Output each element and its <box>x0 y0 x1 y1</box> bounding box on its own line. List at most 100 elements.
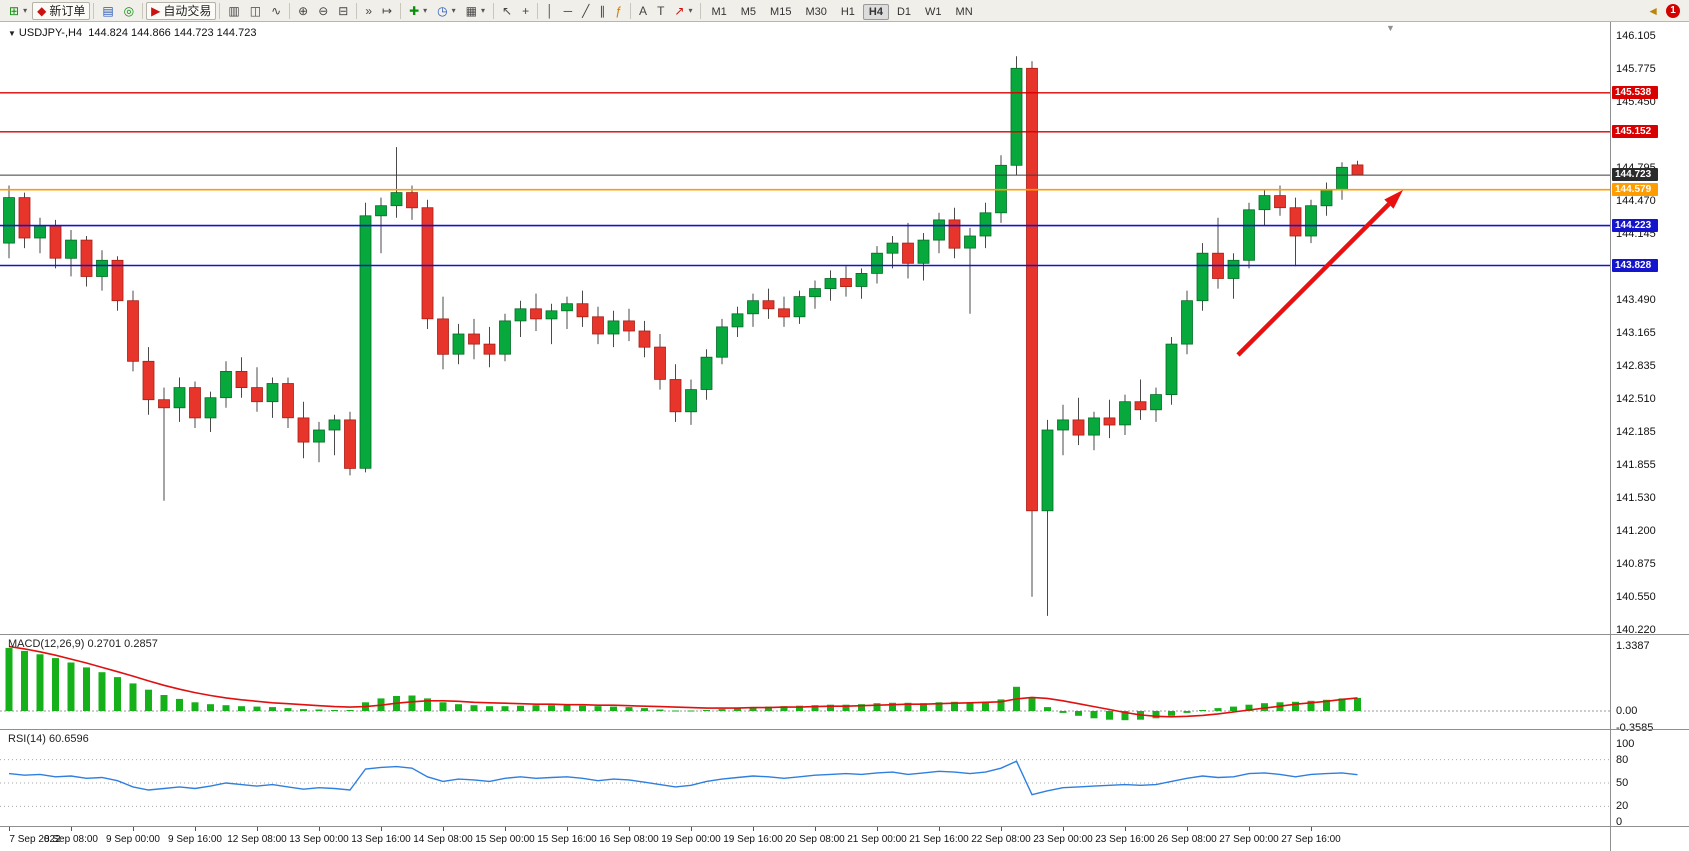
cursor-button[interactable]: ↖ <box>497 3 517 19</box>
periods-button[interactable]: ◷ ▾ <box>432 2 461 20</box>
toolbar-separator <box>400 2 402 19</box>
indicators-button[interactable]: ✚ ▾ <box>404 2 432 20</box>
timeframe-button-M15[interactable]: M15 <box>770 5 792 18</box>
new-chart-button[interactable]: ⊞ ▾ <box>4 2 32 20</box>
time-axis-label: 14 Sep 08:00 <box>413 834 473 845</box>
timeframe-button-W1[interactable]: W1 <box>925 5 942 18</box>
arrows-button[interactable]: ↗ ▾ <box>669 2 697 20</box>
new-chart-icon: ⊞ <box>9 3 20 18</box>
time-axis-label: 8 Sep 08:00 <box>44 834 98 845</box>
candle-body <box>18 197 31 239</box>
timeframe-button-M30[interactable]: M30 <box>805 5 827 18</box>
candlestick-chart-button[interactable]: ◫ <box>245 3 266 19</box>
time-axis-tick <box>1125 827 1126 831</box>
time-axis-tick <box>1249 827 1250 831</box>
macd-histogram-bar <box>579 705 586 711</box>
auto-scroll-button[interactable]: » <box>360 3 377 19</box>
channel-icon: ∥ <box>599 3 606 18</box>
line-chart-button[interactable]: ∿ <box>266 3 286 19</box>
candle-body <box>1196 252 1209 302</box>
timeframe-button-M5[interactable]: M5 <box>740 5 757 18</box>
crosshair-button[interactable]: + <box>517 3 534 19</box>
candle-body <box>886 242 899 254</box>
channel-button[interactable]: ∥ <box>594 3 610 19</box>
alerts-button[interactable]: ◄ 1 <box>1642 2 1685 20</box>
macd-indicator-pane[interactable] <box>0 635 1610 729</box>
tile-windows-button[interactable]: ⊟ <box>333 3 353 19</box>
macd-histogram-bar <box>1307 700 1315 711</box>
candle-body <box>499 320 511 355</box>
timeframe-button-H4[interactable]: H4 <box>862 3 889 20</box>
candle-body <box>1227 259 1240 279</box>
time-axis-label: 27 Sep 16:00 <box>1281 834 1341 845</box>
pane-divider[interactable] <box>0 634 1689 635</box>
bar-chart-button[interactable]: ▥ <box>223 3 244 19</box>
new-order-button[interactable]: ◆ 新订单 <box>32 1 91 20</box>
rsi-indicator-pane[interactable] <box>0 730 1610 826</box>
time-axis-tick <box>9 827 10 831</box>
candle-body <box>1181 300 1193 345</box>
time-axis-tick <box>1063 827 1064 831</box>
zoom-out-button[interactable]: ⊖ <box>313 3 333 19</box>
pane-divider[interactable] <box>0 729 1689 730</box>
fibonacci-button[interactable]: ƒ <box>610 3 627 19</box>
macd-histogram-bar <box>625 707 633 711</box>
macd-histogram-bar <box>997 699 1005 711</box>
text-button[interactable]: A <box>634 3 652 19</box>
text-label-button[interactable]: T <box>652 3 669 19</box>
market-watch-button[interactable]: ◎ <box>119 3 139 19</box>
zoom-in-button[interactable]: ⊕ <box>293 3 313 19</box>
candle-body <box>778 308 790 318</box>
macd-histogram-bar <box>1028 697 1036 711</box>
candle-body <box>607 320 620 335</box>
macd-histogram-bar <box>160 695 168 711</box>
macd-histogram-bar <box>331 710 338 711</box>
horizontal-line-button[interactable]: ─ <box>559 3 578 19</box>
candle-body <box>173 387 186 409</box>
timeframe-button-D1[interactable]: D1 <box>896 5 912 18</box>
timeframe-button-MN[interactable]: MN <box>955 5 973 18</box>
new-order-icon: ◆ <box>37 3 47 18</box>
macd-histogram-bar <box>687 710 695 712</box>
pane-divider[interactable] <box>0 826 1689 827</box>
toolbar-separator <box>700 2 702 19</box>
vertical-line-button[interactable]: │ <box>541 3 559 19</box>
candle-body <box>902 242 914 264</box>
macd-histogram-bar <box>129 683 137 711</box>
candle-body <box>685 389 697 413</box>
candle-body <box>1336 166 1348 190</box>
price-axis[interactable]: 146.105145.775145.450145.120144.795144.4… <box>1610 22 1689 851</box>
profiles-button[interactable]: ▤ <box>97 3 118 19</box>
macd-histogram-bar <box>501 706 509 711</box>
time-axis[interactable]: 7 Sep 2022 8 Sep 08:00 9 Sep 00:00 9 Sep 16… <box>0 827 1610 851</box>
trendline-button[interactable]: ╱ <box>577 3 594 19</box>
candle-body <box>111 259 124 302</box>
text-label-icon: T <box>657 3 665 18</box>
templates-button[interactable]: ▦ ▾ <box>461 2 490 20</box>
autotrading-button[interactable]: ▶ 自动交易 <box>146 1 217 20</box>
candle-body <box>1041 429 1054 512</box>
candle-body <box>638 330 651 348</box>
candle-body <box>561 303 573 312</box>
candle-body <box>421 207 434 320</box>
price-badge: 144.723 <box>1612 168 1658 182</box>
toolbar-separator <box>493 2 495 19</box>
price-chart-pane[interactable] <box>0 22 1610 634</box>
candle-body <box>964 235 976 249</box>
timeframe-button-H1[interactable]: H1 <box>840 5 855 18</box>
chart-shift-button[interactable]: ↦ <box>377 3 397 19</box>
candle-body <box>189 387 201 419</box>
price-axis-label: 141.200 <box>1616 525 1656 537</box>
time-axis-label: 13 Sep 16:00 <box>351 834 411 845</box>
macd-histogram-bar <box>889 702 896 711</box>
macd-histogram-bar <box>966 702 974 711</box>
macd-histogram-bar <box>935 702 943 711</box>
price-axis-label: 141.530 <box>1616 491 1656 504</box>
candle-body <box>328 419 341 431</box>
candle-body <box>1150 394 1162 411</box>
trend-arrow-annotation[interactable] <box>1236 190 1403 357</box>
rsi-current-value: 60.6596 <box>48 733 89 745</box>
toolbar-separator <box>219 2 221 19</box>
timeframe-button-M1[interactable]: M1 <box>711 5 727 18</box>
candle-body <box>452 333 465 355</box>
